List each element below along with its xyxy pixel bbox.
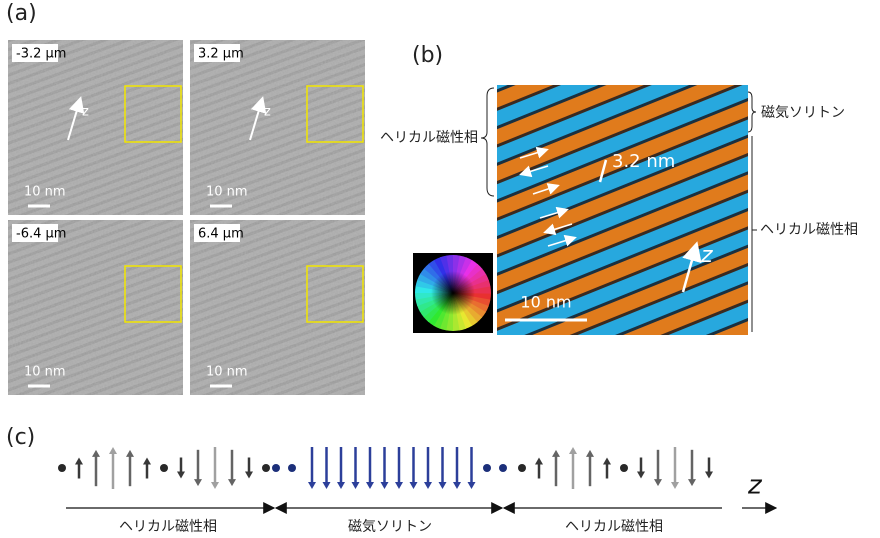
panel-label: (c)	[6, 425, 35, 450]
spin-dot	[499, 464, 507, 472]
spin-head	[337, 482, 345, 489]
tem-image: -6.4 μm 10 nm	[8, 220, 183, 395]
spin-head	[586, 450, 594, 457]
spin-dot	[58, 464, 66, 472]
right-top-label: 磁気ソリトン	[761, 105, 845, 121]
spin-head	[410, 482, 418, 489]
wheel-center	[431, 271, 475, 315]
axis-label: z	[264, 105, 271, 120]
right-bottom-label: ヘリカル磁性相	[760, 222, 858, 238]
spin-head	[126, 450, 134, 457]
spin-head	[688, 479, 696, 486]
spin-head	[245, 472, 253, 479]
axis-label: z	[82, 105, 89, 120]
spin-head	[366, 482, 374, 489]
scale-bar-label: 10 nm	[24, 185, 66, 200]
spin-head	[603, 458, 611, 465]
brace	[481, 88, 494, 196]
spin-head	[211, 482, 219, 489]
spin-head	[352, 482, 360, 489]
segment-label: ヘリカル磁性相	[119, 519, 217, 535]
panel-label: (b)	[412, 43, 443, 68]
defocus-label: -3.2 μm	[16, 47, 66, 62]
left-label: ヘリカル磁性相	[380, 130, 478, 146]
color-wheel	[415, 255, 491, 331]
spin-dot	[620, 464, 628, 472]
spin-chain	[58, 447, 713, 489]
spin-head	[323, 482, 331, 489]
spin-head	[439, 482, 447, 489]
spin-head	[177, 472, 185, 479]
spin-head	[705, 472, 713, 479]
spin-head	[424, 482, 432, 489]
spin-dot	[483, 464, 491, 472]
spin-head	[569, 447, 577, 454]
scale-bar-label: 10 nm	[24, 365, 66, 380]
period-label: 3.2 nm	[612, 151, 675, 172]
panel-label: (a)	[6, 1, 37, 26]
spin-head	[381, 482, 389, 489]
spin-dot	[272, 464, 280, 472]
spin-head	[194, 479, 202, 486]
spin-head	[552, 450, 560, 457]
figure: (a) -3.2 μm 10 nm z 3.2 μm 10 nm z -6.4 μm 10 n…	[0, 0, 880, 538]
spin-dot	[518, 464, 526, 472]
spin-dot	[262, 464, 270, 472]
spin-head	[75, 458, 83, 465]
spin-head	[109, 447, 117, 454]
tem-image: -3.2 μm 10 nm z	[8, 40, 183, 215]
segment-label: ヘリカル磁性相	[565, 519, 663, 535]
axis-label: z	[747, 471, 763, 501]
spin-head	[671, 482, 679, 489]
spin-head	[468, 482, 476, 489]
scale-bar-label: 10 nm	[206, 185, 248, 200]
brace	[748, 92, 756, 132]
spin-head	[395, 482, 403, 489]
spin-head	[308, 482, 316, 489]
axis-label: z	[700, 243, 713, 268]
spin-head	[637, 472, 645, 479]
tem-image: 6.4 μm 10 nm	[190, 220, 365, 395]
spin-head	[654, 479, 662, 486]
spin-head	[535, 458, 543, 465]
spin-head	[453, 482, 461, 489]
spin-dot	[288, 464, 296, 472]
scale-bar-label: 10 nm	[206, 365, 248, 380]
spin-head	[143, 458, 151, 465]
defocus-label: 6.4 μm	[198, 227, 244, 242]
spin-dot	[160, 464, 168, 472]
scale-bar-label: 10 nm	[520, 293, 571, 312]
spin-head	[228, 479, 236, 486]
segment-label: 磁気ソリトン	[348, 519, 432, 535]
defocus-label: -6.4 μm	[16, 227, 66, 242]
tem-image: 3.2 μm 10 nm z	[190, 40, 365, 215]
defocus-label: 3.2 μm	[198, 47, 244, 62]
spin-head	[92, 450, 100, 457]
